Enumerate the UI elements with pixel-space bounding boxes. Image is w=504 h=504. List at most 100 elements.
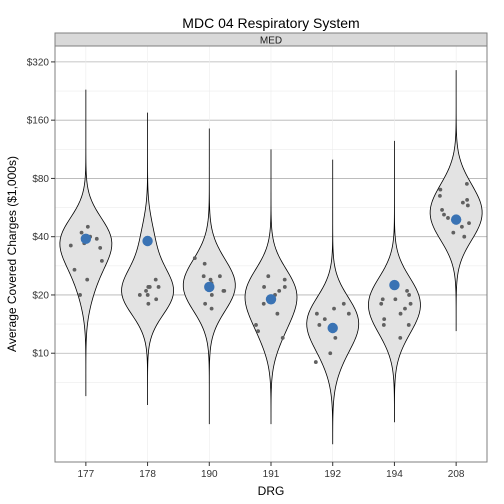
chart-title: MDC 04 Respiratory System [182, 15, 359, 31]
data-point-178 [145, 293, 150, 297]
data-point-194 [407, 293, 411, 297]
data-point-192 [322, 317, 327, 322]
y-tick-label: $40 [32, 232, 49, 243]
y-tick-label: $20 [32, 290, 49, 301]
data-point-192 [317, 323, 322, 327]
data-point-194 [393, 297, 398, 302]
violin-191 [244, 149, 298, 425]
data-point-190 [209, 293, 214, 297]
data-point-190 [201, 274, 206, 279]
data-point-208 [462, 234, 467, 239]
data-point-191 [280, 336, 285, 340]
y-tick-label: $320 [27, 57, 50, 68]
x-tick-label-190: 190 [201, 469, 218, 480]
data-point-208 [460, 224, 464, 229]
data-point-194 [398, 336, 403, 340]
data-point-178 [153, 277, 158, 282]
mean-point-177 [80, 233, 92, 245]
data-point-208 [467, 221, 471, 226]
data-point-177 [68, 243, 73, 248]
data-point-192 [314, 311, 319, 316]
data-point-177 [99, 258, 104, 263]
data-point-194 [380, 297, 385, 302]
data-point-177 [78, 293, 82, 297]
mean-point-190 [204, 281, 215, 293]
violin-192 [306, 159, 360, 445]
data-point-190 [192, 256, 197, 261]
data-point-178 [137, 293, 142, 297]
data-point-190 [221, 288, 226, 293]
facet-strip-label: MED [260, 36, 282, 47]
mean-points [80, 214, 462, 334]
data-point-178 [146, 301, 151, 306]
data-point-208 [442, 212, 446, 217]
data-point-191 [256, 329, 261, 334]
mean-point-191 [265, 294, 277, 305]
data-point-177 [72, 267, 77, 272]
data-point-178 [154, 297, 159, 302]
data-point-191 [266, 274, 271, 279]
y-axis-title: Average Covered Charges ($1,000s) [5, 156, 19, 352]
data-point-192 [313, 360, 318, 364]
data-point-194 [405, 288, 409, 293]
data-point-191 [275, 311, 280, 316]
data-point-208 [465, 203, 470, 208]
data-point-192 [328, 351, 333, 356]
data-point-178 [146, 285, 151, 289]
data-point-191 [261, 301, 266, 306]
y-tick-label: $10 [32, 349, 49, 360]
data-point-208 [438, 193, 442, 198]
data-point-194 [403, 306, 407, 311]
data-point-208 [464, 181, 469, 186]
data-point-192 [341, 301, 346, 306]
data-point-208 [465, 197, 470, 202]
data-point-194 [398, 311, 403, 316]
data-point-190 [202, 261, 207, 266]
data-point-191 [277, 288, 282, 293]
data-point-191 [282, 277, 287, 282]
violin-208 [429, 70, 483, 332]
data-point-191 [254, 323, 258, 327]
data-point-192 [332, 306, 336, 311]
data-point-194 [379, 301, 384, 306]
data-point-177 [98, 246, 103, 250]
data-point-177 [79, 230, 84, 235]
data-point-194 [381, 323, 386, 327]
data-point-190 [209, 306, 214, 311]
x-tick-label-192: 192 [324, 469, 341, 480]
data-point-191 [282, 285, 287, 289]
x-tick-label-177: 177 [78, 469, 95, 480]
x-axis-title: DRG [258, 484, 285, 498]
data-point-190 [218, 274, 222, 279]
data-point-177 [94, 236, 99, 241]
mean-point-194 [389, 279, 400, 291]
data-point-208 [438, 187, 443, 192]
data-point-208 [451, 230, 456, 235]
data-point-194 [408, 301, 413, 306]
y-tick-label: $80 [32, 174, 49, 185]
data-point-177 [85, 224, 90, 229]
data-point-194 [406, 323, 411, 327]
x-tick-label-194: 194 [386, 469, 403, 480]
data-point-208 [440, 208, 444, 212]
violin-178 [121, 112, 174, 406]
mean-point-192 [327, 322, 338, 334]
x-tick-label-191: 191 [263, 469, 280, 480]
data-point-191 [262, 285, 266, 289]
data-point-178 [144, 288, 148, 293]
data-point-178 [156, 285, 161, 289]
data-point-192 [333, 336, 338, 340]
data-point-192 [346, 311, 351, 316]
y-axis: $10 $20 $40 $80 $160 $320 [27, 57, 55, 360]
data-point-194 [382, 317, 387, 322]
mean-point-178 [142, 235, 153, 247]
x-tick-label-208: 208 [448, 469, 465, 480]
x-axis: 177 178 190 191 192 194 208 [78, 462, 465, 480]
y-tick-label: $160 [27, 116, 50, 127]
data-point-190 [208, 277, 213, 282]
violin-190 [182, 128, 236, 425]
x-tick-label-178: 178 [139, 469, 156, 480]
data-point-190 [203, 301, 208, 306]
data-point-208 [460, 200, 465, 205]
